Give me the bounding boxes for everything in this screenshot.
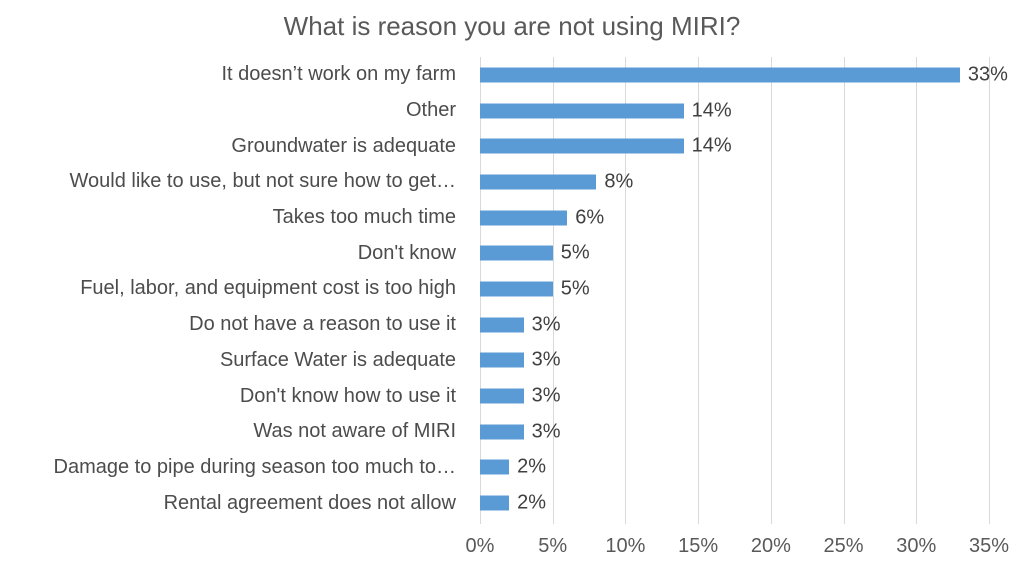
x-axis: 0% 5% 10% 15% 20% 25% 30% 35% xyxy=(466,57,1009,567)
bar xyxy=(480,210,568,226)
category-label: Don't know xyxy=(357,241,456,264)
bar-track: 2% xyxy=(480,485,1024,521)
value-label: 5% xyxy=(560,277,590,300)
plot-area: It doesn’t work on my farm 33% Other 14% Gro… xyxy=(0,57,1024,567)
bar xyxy=(480,317,524,333)
bar xyxy=(480,245,553,261)
chart-row: Damage to pipe during season too much to… xyxy=(0,450,1024,486)
gridline xyxy=(625,57,627,524)
chart-row: Other 14% xyxy=(0,93,1024,129)
bar-track: 14% xyxy=(480,93,1024,129)
bar-track: 3% xyxy=(480,378,1024,414)
chart-row: Do not have a reason to use it 3% xyxy=(0,307,1024,343)
x-axis-tick-label: 35% xyxy=(968,535,1010,557)
chart-row: Don't know 5% xyxy=(0,235,1024,271)
category-label: Rental agreement does not allow xyxy=(163,491,456,514)
value-label: 3% xyxy=(531,348,561,371)
x-axis-tick-label: 0% xyxy=(465,535,495,557)
bar-track: 33% xyxy=(480,57,1024,93)
bar xyxy=(480,103,684,119)
gridline xyxy=(843,57,845,524)
bar-track: 3% xyxy=(480,414,1024,450)
bar-track: 5% xyxy=(480,235,1024,271)
value-label: 6% xyxy=(575,206,605,229)
value-label: 2% xyxy=(517,491,546,514)
gridline xyxy=(552,57,554,524)
bar xyxy=(480,424,524,440)
bar xyxy=(480,67,960,83)
bar-track: 8% xyxy=(480,164,1024,200)
value-label: 8% xyxy=(604,170,634,193)
value-label: 14% xyxy=(691,99,732,122)
category-label: Groundwater is adequate xyxy=(231,134,456,157)
chart-row: Groundwater is adequate 14% xyxy=(0,128,1024,164)
value-label: 3% xyxy=(531,313,561,336)
category-label: Would like to use, but not sure how to g… xyxy=(69,170,456,193)
category-label: Damage to pipe during season too much to… xyxy=(53,455,456,478)
category-label: It doesn’t work on my farm xyxy=(221,63,456,86)
bar-track: 6% xyxy=(480,200,1024,236)
category-label: Do not have a reason to use it xyxy=(189,313,456,336)
value-label: 3% xyxy=(531,384,561,407)
value-label: 5% xyxy=(560,241,590,264)
gridline xyxy=(770,57,772,524)
category-label: Was not aware of MIRI xyxy=(253,420,456,443)
bar xyxy=(480,174,597,190)
bar-track: 3% xyxy=(480,307,1024,343)
bar xyxy=(480,388,524,404)
value-label: 3% xyxy=(531,420,561,443)
category-label: Don't know how to use it xyxy=(239,384,456,407)
chart-row: Was not aware of MIRI 3% xyxy=(0,414,1024,450)
category-label: Fuel, labor, and equipment cost is too h… xyxy=(80,277,456,300)
x-axis-tick-label: 25% xyxy=(823,535,864,557)
x-axis-tick-label: 15% xyxy=(678,535,719,557)
value-label: 2% xyxy=(517,455,546,478)
chart-row: Rental agreement does not allow 2% xyxy=(0,485,1024,521)
bar-track: 2% xyxy=(480,450,1024,486)
chart-row: Surface Water is adequate 3% xyxy=(0,343,1024,379)
bar xyxy=(480,459,510,475)
chart-row: Would like to use, but not sure how to g… xyxy=(0,164,1024,200)
category-label: Other xyxy=(405,99,456,122)
chart-row: Fuel, labor, and equipment cost is too h… xyxy=(0,271,1024,307)
gridline xyxy=(989,57,990,524)
category-label: Surface Water is adequate xyxy=(219,348,456,371)
bar xyxy=(480,495,510,511)
bar xyxy=(480,281,553,297)
chart-title: What is reason you are not using MIRI? xyxy=(283,11,741,41)
chart-row: It doesn’t work on my farm 33% xyxy=(0,57,1024,93)
x-axis-tick-label: 30% xyxy=(896,535,937,557)
x-axis-tick-label: 10% xyxy=(605,535,646,557)
value-label: 14% xyxy=(691,134,732,157)
value-label: 33% xyxy=(967,63,1008,86)
gridline xyxy=(916,57,918,524)
bar xyxy=(480,352,524,368)
x-axis-tick-label: 20% xyxy=(750,535,791,557)
category-label: Takes too much time xyxy=(272,206,456,229)
bar-track: 14% xyxy=(480,128,1024,164)
chart-row: Don't know how to use it 3% xyxy=(0,378,1024,414)
bar xyxy=(480,138,684,154)
bar-track: 3% xyxy=(480,343,1024,379)
bar-rows: It doesn’t work on my farm 33% Other 14% Gro… xyxy=(0,57,1024,521)
gridline xyxy=(698,57,700,524)
chart-row: Takes too much time 6% xyxy=(0,200,1024,236)
bar-track: 5% xyxy=(480,271,1024,307)
x-axis-tick-label: 5% xyxy=(538,535,568,557)
